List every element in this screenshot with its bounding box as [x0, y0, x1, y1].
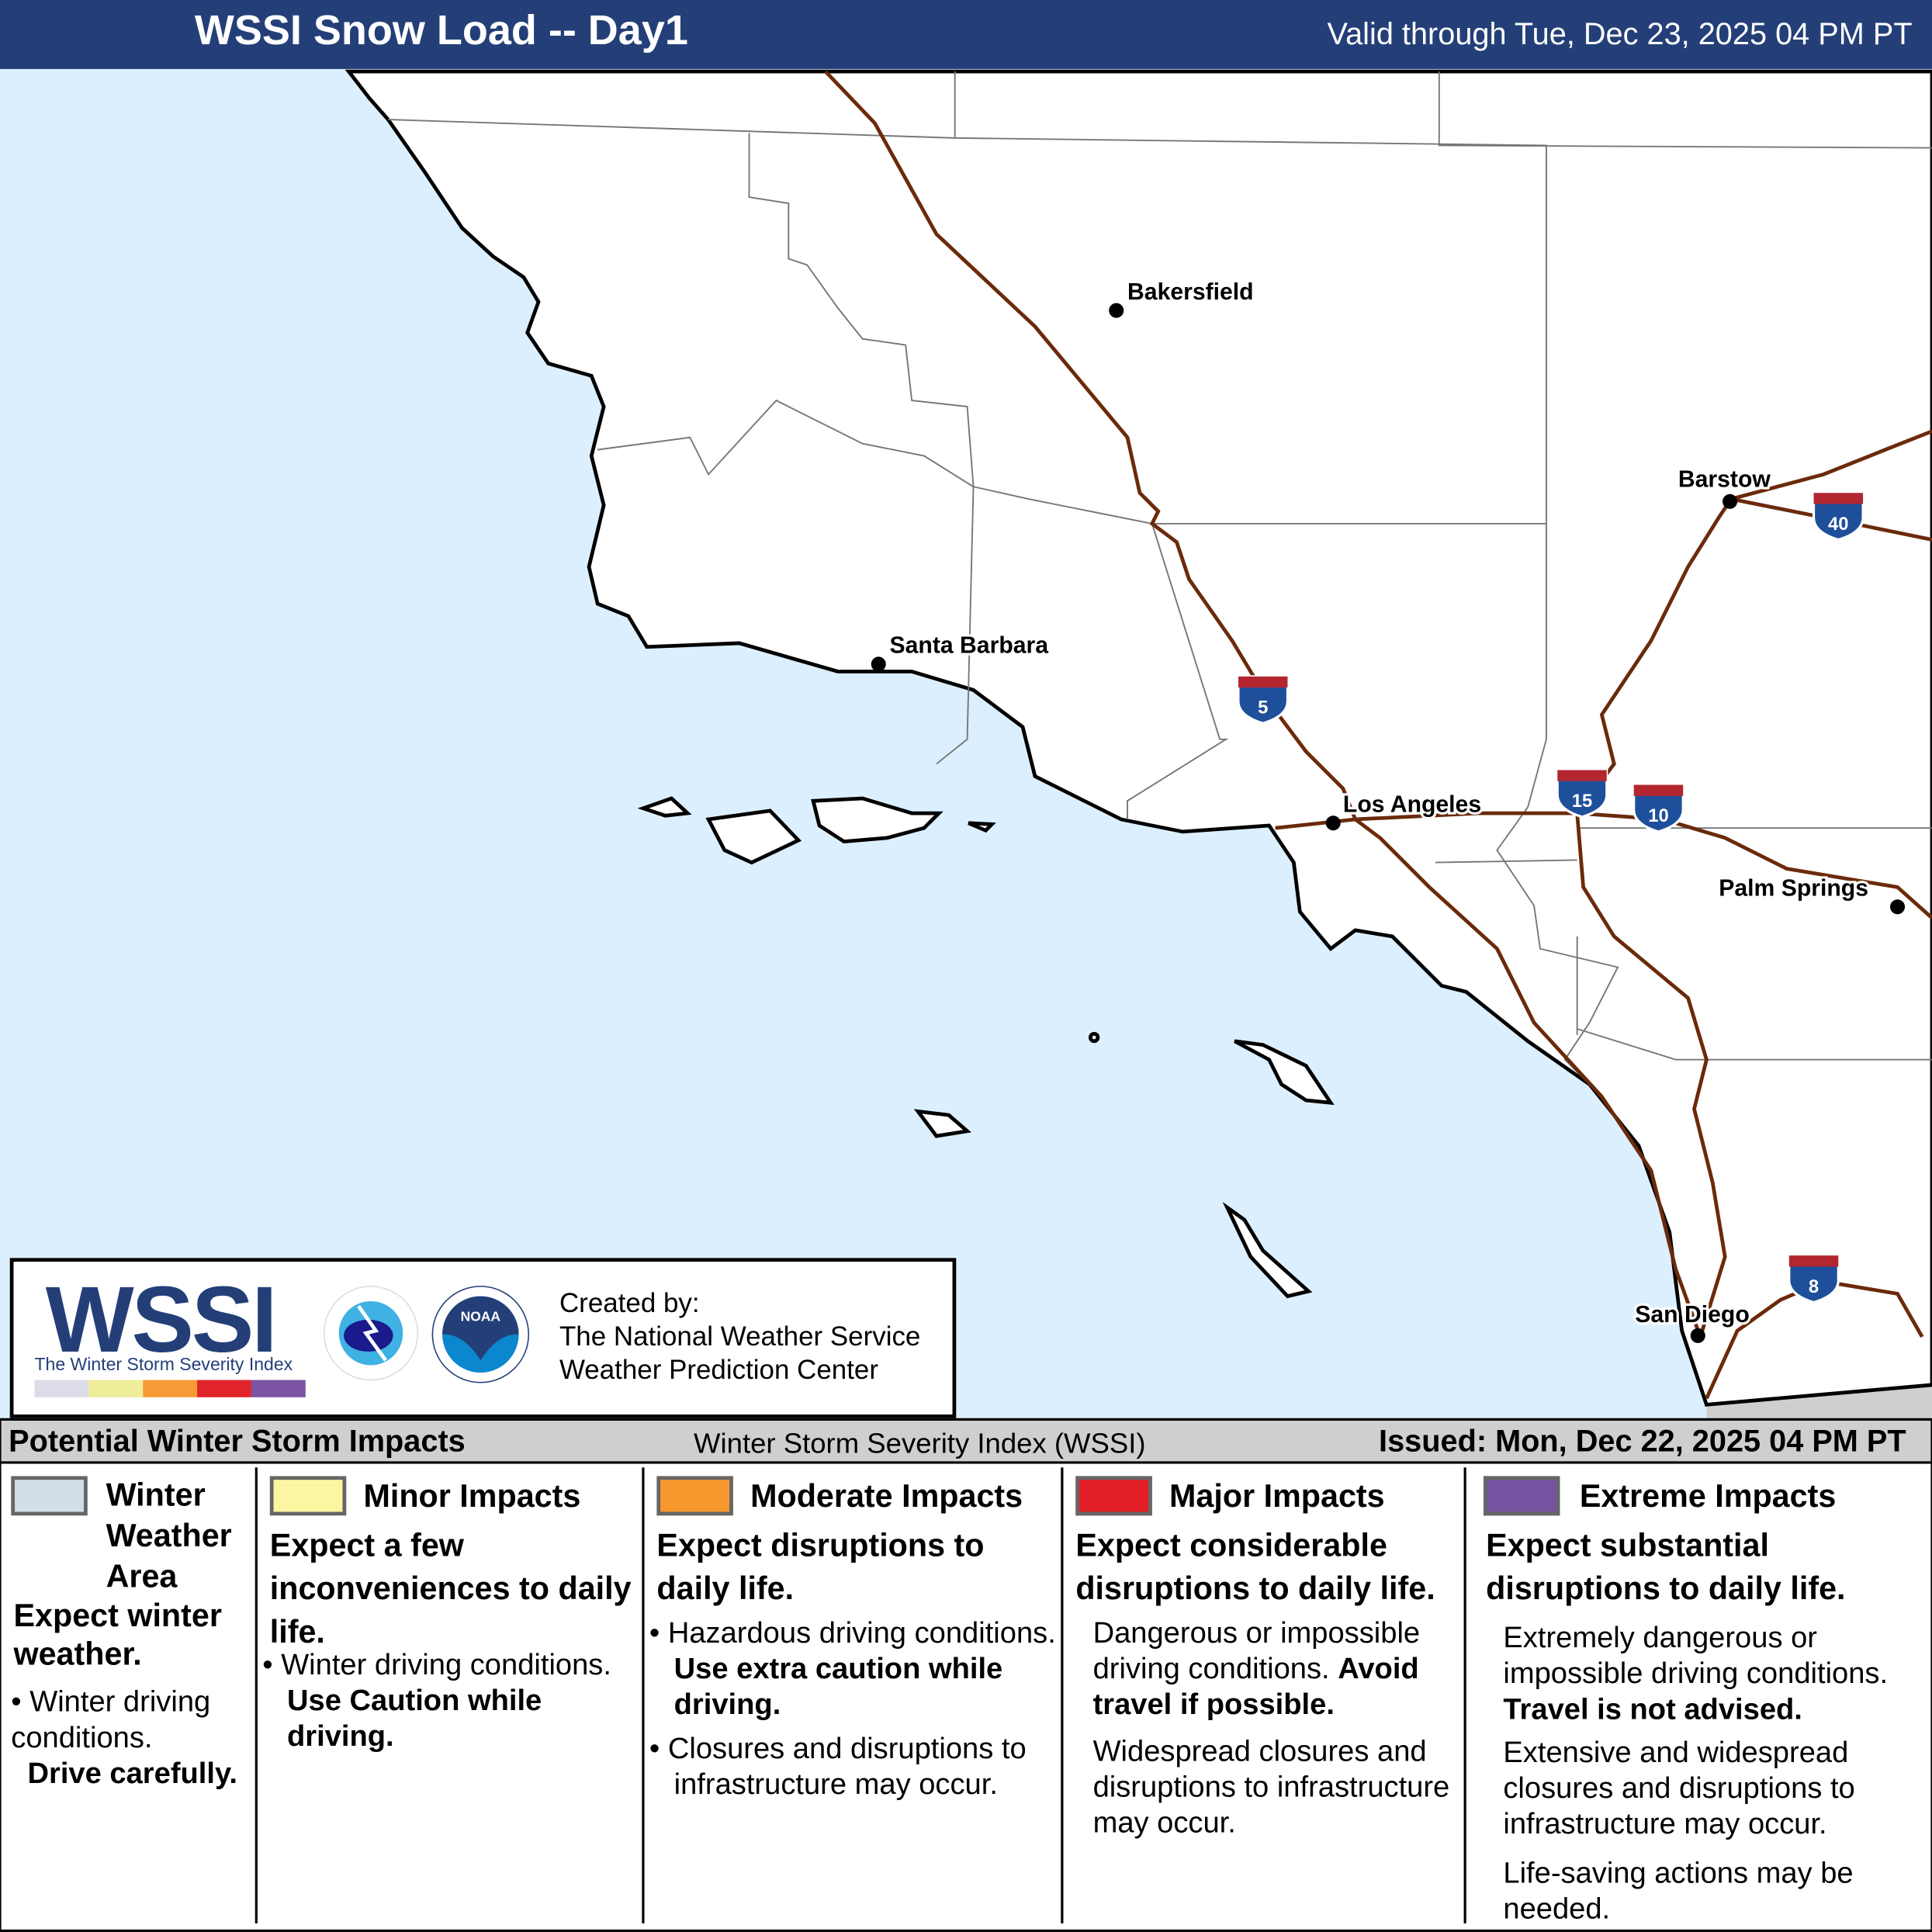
city-label-san-diego: San Diego: [1635, 1302, 1749, 1328]
shield-40-label: 40: [1828, 514, 1849, 535]
land: [345, 69, 1932, 1407]
nws-logo-icon: [323, 1286, 419, 1381]
legend-moderate-impacts: Moderate Impacts Expect disruptions to d…: [645, 1463, 1059, 1921]
category-bullet: • Closures and disruptions to infrastruc…: [649, 1732, 1027, 1802]
category-text: Life-saving actions may be needed.: [1503, 1857, 1854, 1927]
interstate-shields: 5 15 10 40 8: [1237, 491, 1864, 1304]
legend-title: Potential Winter Storm Impacts: [9, 1424, 466, 1459]
index-name: Winter Storm Severity Index (WSSI): [694, 1426, 1146, 1459]
noaa-text: NOAA: [461, 1308, 501, 1324]
city-dot-santa-barbara: [871, 656, 886, 672]
city-dot-barstow: [1723, 493, 1738, 509]
creator-nws: The National Weather Service: [559, 1321, 921, 1352]
category-lead: Expect disruptions to daily life.: [656, 1526, 985, 1607]
legend-winter-weather-area: Winter Weather Area Expect winter weathe…: [2, 1463, 255, 1921]
swatch: [1483, 1476, 1560, 1516]
category-lead: Expect substantial disruptions to daily …: [1486, 1526, 1846, 1607]
swatch: [656, 1476, 733, 1516]
shield-10-label: 10: [1648, 805, 1669, 826]
shield-5-label: 5: [1258, 697, 1268, 718]
legend-major-impacts: Major Impacts Expect considerable disrup…: [1063, 1463, 1461, 1921]
shield-5-icon: 5: [1237, 675, 1290, 725]
scale-swatch: [143, 1380, 198, 1397]
category-title: Minor Impacts: [363, 1477, 581, 1515]
category-title: Winter Weather Area: [106, 1476, 232, 1594]
category-bullet: • Winter driving conditions. Drive caref…: [11, 1685, 237, 1791]
swatch: [11, 1476, 88, 1516]
legend-header: Potential Winter Storm Impacts Winter St…: [0, 1418, 1932, 1464]
category-lead: Expect winter weather.: [13, 1597, 222, 1672]
shield-40-icon: 40: [1812, 491, 1864, 542]
scale-swatch: [251, 1380, 306, 1397]
city-dot-palm-springs: [1890, 899, 1906, 915]
scale-swatch: [34, 1380, 89, 1397]
city-label-palm-springs: Palm Springs: [1719, 875, 1868, 901]
category-text: Extremely dangerous or impossible drivin…: [1503, 1621, 1889, 1726]
shield-8-icon: 8: [1788, 1254, 1840, 1304]
scale-swatch: [88, 1380, 144, 1397]
creator-credits: Created by: The National Weather Service…: [559, 1286, 920, 1387]
city-dot-san-diego: [1690, 1328, 1705, 1343]
map-canvas[interactable]: 5 15 10 40 8 Bakersfield Santa Barbara L…: [0, 68, 1932, 1418]
created-by-label: Created by:: [559, 1287, 700, 1319]
wssi-subtitle: The Winter Storm Severity Index: [34, 1355, 293, 1376]
scale-swatch: [197, 1380, 251, 1397]
issued-time: Issued: Mon, Dec 22, 2025 04 PM PT: [1379, 1424, 1906, 1459]
city-label-los-angeles: Los Angeles: [1343, 791, 1481, 817]
category-text: Dangerous or impossible driving conditio…: [1092, 1616, 1421, 1722]
city-label-barstow: Barstow: [1678, 466, 1771, 492]
shield-8-label: 8: [1809, 1276, 1819, 1297]
islands: [637, 796, 1335, 1299]
shield-15-label: 15: [1572, 791, 1592, 812]
category-title: Extreme Impacts: [1579, 1477, 1837, 1515]
credits-box: WSSI The Winter Storm Severity Index NOA…: [9, 1258, 957, 1418]
category-bullet: • Winter driving conditions. Use Caution…: [262, 1648, 611, 1754]
category-text: Extensive and widespread closures and di…: [1503, 1736, 1855, 1841]
impact-legend: Winter Weather Area Expect winter weathe…: [0, 1462, 1932, 1932]
city-dot-bakersfield: [1109, 303, 1124, 318]
shield-10-icon: 10: [1633, 783, 1684, 833]
cities: Bakersfield Santa Barbara Los Angeles Ba…: [871, 277, 1906, 1343]
city-label-santa-barbara: Santa Barbara: [890, 633, 1049, 659]
swatch: [269, 1476, 347, 1516]
shield-15-icon: 15: [1556, 768, 1608, 819]
category-text: Widespread closures and disruptions to i…: [1092, 1734, 1450, 1840]
creator-wpc: Weather Prediction Center: [559, 1354, 879, 1385]
interstate-15: [1575, 497, 1733, 1338]
legend-extreme-impacts: Extreme Impacts Expect substantial disru…: [1466, 1463, 1930, 1926]
category-title: Major Impacts: [1169, 1477, 1385, 1515]
category-lead: Expect a few inconveniences to daily lif…: [269, 1526, 632, 1650]
interstate-40: [1730, 429, 1932, 501]
map-title: WSSI Snow Load -- Day1: [194, 7, 688, 54]
mexico: [1706, 1384, 1932, 1418]
legend-minor-impacts: Minor Impacts Expect a few inconvenience…: [258, 1463, 639, 1921]
city-dot-los-angeles: [1325, 815, 1341, 831]
county-lines: [388, 71, 1932, 1085]
title-bar: WSSI Snow Load -- Day1 Valid through Tue…: [0, 0, 1932, 69]
category-bullet: • Hazardous driving conditions. Use extr…: [649, 1616, 1056, 1722]
city-label-bakersfield: Bakersfield: [1127, 279, 1254, 305]
category-lead: Expect considerable disruptions to daily…: [1075, 1526, 1435, 1607]
valid-time: Valid through Tue, Dec 23, 2025 04 PM PT: [1327, 17, 1913, 52]
wssi-logo: WSSI: [45, 1268, 278, 1373]
category-title: Moderate Impacts: [750, 1477, 1023, 1515]
swatch: [1075, 1476, 1152, 1516]
noaa-logo-icon: NOAA: [431, 1286, 530, 1383]
